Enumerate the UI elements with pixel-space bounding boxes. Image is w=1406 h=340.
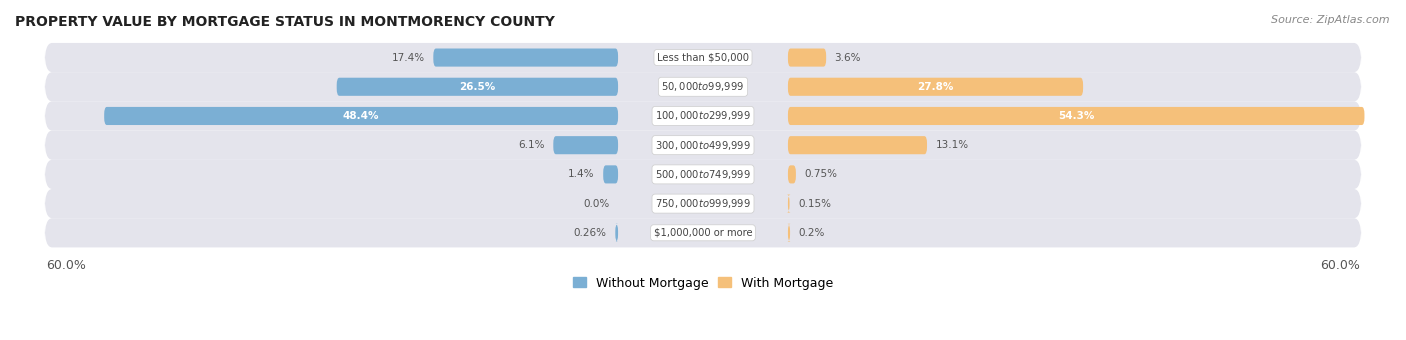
- Text: PROPERTY VALUE BY MORTGAGE STATUS IN MONTMORENCY COUNTY: PROPERTY VALUE BY MORTGAGE STATUS IN MON…: [15, 15, 555, 29]
- FancyBboxPatch shape: [787, 78, 1083, 96]
- FancyBboxPatch shape: [787, 136, 927, 154]
- FancyBboxPatch shape: [45, 189, 1361, 218]
- FancyBboxPatch shape: [45, 218, 1361, 248]
- Text: 3.6%: 3.6%: [835, 53, 860, 63]
- FancyBboxPatch shape: [104, 107, 619, 125]
- Text: Source: ZipAtlas.com: Source: ZipAtlas.com: [1271, 15, 1389, 25]
- Text: $300,000 to $499,999: $300,000 to $499,999: [655, 139, 751, 152]
- FancyBboxPatch shape: [336, 78, 619, 96]
- Text: 54.3%: 54.3%: [1057, 111, 1094, 121]
- Legend: Without Mortgage, With Mortgage: Without Mortgage, With Mortgage: [568, 272, 838, 294]
- Text: 6.1%: 6.1%: [519, 140, 544, 150]
- Text: $100,000 to $299,999: $100,000 to $299,999: [655, 109, 751, 122]
- FancyBboxPatch shape: [787, 194, 790, 212]
- FancyBboxPatch shape: [45, 101, 1361, 131]
- Text: 17.4%: 17.4%: [392, 53, 425, 63]
- Text: 0.15%: 0.15%: [799, 199, 831, 209]
- Text: 48.4%: 48.4%: [343, 111, 380, 121]
- FancyBboxPatch shape: [787, 107, 1364, 125]
- Text: $500,000 to $749,999: $500,000 to $749,999: [655, 168, 751, 181]
- Text: $1,000,000 or more: $1,000,000 or more: [654, 228, 752, 238]
- FancyBboxPatch shape: [45, 160, 1361, 189]
- FancyBboxPatch shape: [433, 49, 619, 67]
- Text: 0.0%: 0.0%: [583, 199, 610, 209]
- Text: 0.26%: 0.26%: [574, 228, 607, 238]
- Text: 0.2%: 0.2%: [799, 228, 825, 238]
- Text: $50,000 to $99,999: $50,000 to $99,999: [661, 80, 745, 93]
- Text: 26.5%: 26.5%: [460, 82, 495, 92]
- FancyBboxPatch shape: [787, 224, 790, 242]
- Text: 0.75%: 0.75%: [804, 169, 838, 180]
- FancyBboxPatch shape: [554, 136, 619, 154]
- FancyBboxPatch shape: [616, 224, 619, 242]
- FancyBboxPatch shape: [45, 131, 1361, 160]
- FancyBboxPatch shape: [45, 72, 1361, 101]
- FancyBboxPatch shape: [787, 49, 827, 67]
- FancyBboxPatch shape: [603, 165, 619, 184]
- FancyBboxPatch shape: [45, 43, 1361, 72]
- Text: $750,000 to $999,999: $750,000 to $999,999: [655, 197, 751, 210]
- Text: 13.1%: 13.1%: [935, 140, 969, 150]
- Text: 1.4%: 1.4%: [568, 169, 595, 180]
- Text: Less than $50,000: Less than $50,000: [657, 53, 749, 63]
- FancyBboxPatch shape: [787, 165, 796, 184]
- Text: 27.8%: 27.8%: [917, 82, 953, 92]
